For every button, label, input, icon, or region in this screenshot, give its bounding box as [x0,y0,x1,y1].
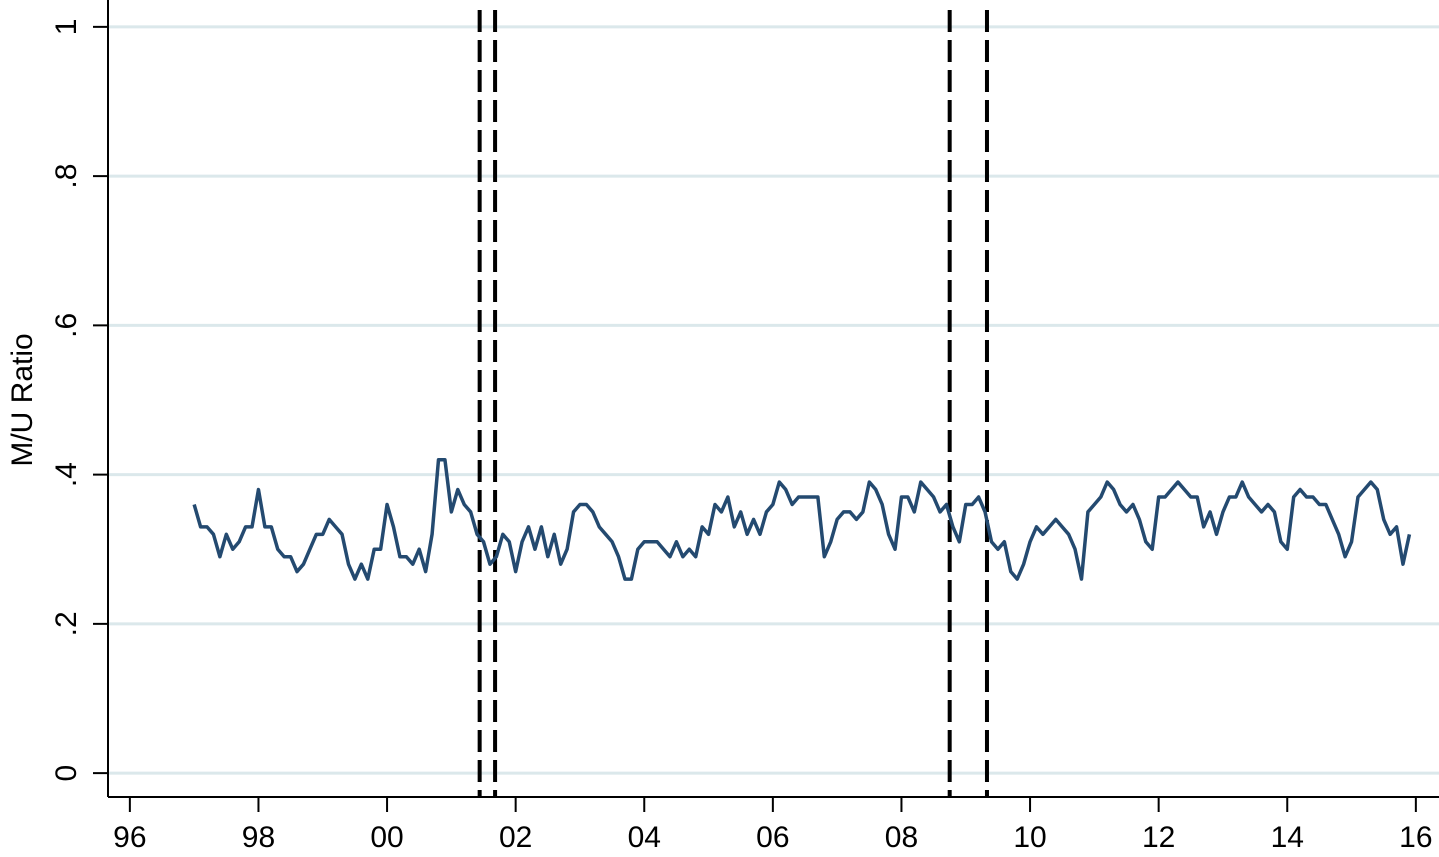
x-tick-label: 96 [113,821,146,854]
series-line [192,457,1412,581]
y-tick-label: .8 [50,164,83,189]
x-tick-label: 16 [1399,821,1432,854]
x-tick-label: 08 [885,821,918,854]
x-tick-label: 10 [1013,821,1046,854]
x-tick-label: 02 [499,821,532,854]
x-tick-label: 00 [370,821,403,854]
y-tick-label: .4 [50,462,83,487]
y-tick-label: .6 [50,313,83,338]
y-tick-label: 1 [50,19,83,36]
y-tick-label: 0 [50,765,83,782]
y-tick-label: .2 [50,611,83,636]
y-axis-title: M/U Ratio [6,333,39,466]
x-tick-label: 04 [628,821,661,854]
x-tick-label: 06 [756,821,789,854]
x-tick-label: 98 [242,821,275,854]
x-tick-label: 12 [1142,821,1175,854]
x-tick-label: 14 [1271,821,1304,854]
